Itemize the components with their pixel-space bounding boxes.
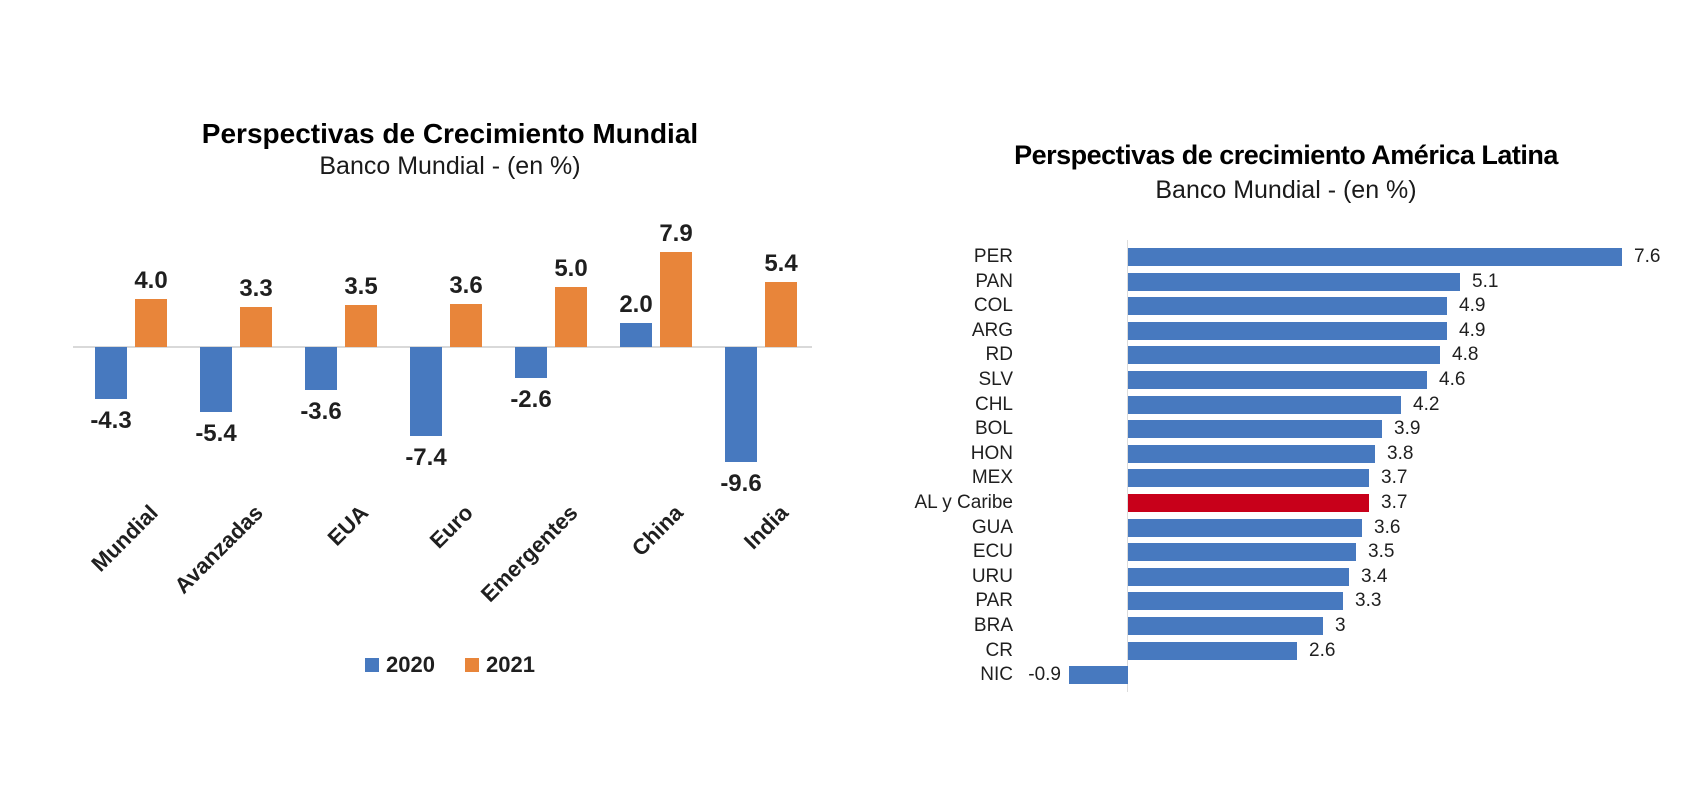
value-label-2021-india: 5.4 [764, 250, 798, 277]
legend-swatch-2021 [465, 658, 479, 672]
row-label-slv: SLV [978, 369, 1013, 390]
bar-bra [1128, 617, 1323, 635]
legend-item-2021: 2021 [465, 652, 535, 678]
row-label-mex: MEX [971, 467, 1013, 488]
value-label-2021-eua: 3.5 [344, 273, 378, 300]
world-chart-title: Perspectivas de Crecimiento Mundial [201, 118, 699, 149]
world-chart-subtitle: Banco Mundial - (en %) [319, 152, 581, 180]
row-label-arg: ARG [971, 320, 1013, 341]
value-label-arg: 4.9 [1459, 320, 1486, 341]
value-label-cr: 2.6 [1309, 640, 1336, 661]
row-label-ecu: ECU [972, 541, 1013, 562]
value-label-2020-avanzadas: -5.4 [195, 420, 237, 447]
bar-2020-emergentes [515, 347, 547, 378]
legend-swatch-2020 [365, 658, 380, 672]
value-label-2020-eua: -3.6 [300, 398, 342, 425]
bar-gua [1128, 519, 1362, 537]
bar-al-y-caribe [1128, 494, 1369, 512]
bar-2020-euro [410, 347, 442, 436]
bar-2021-china [660, 252, 692, 347]
value-label-hon: 3.8 [1387, 443, 1414, 464]
row-label-pan: PAN [975, 271, 1013, 292]
value-label-2021-mundial: 4.0 [134, 267, 168, 294]
bar-rd [1128, 346, 1440, 364]
bar-pan [1128, 273, 1460, 291]
bar-par [1128, 592, 1343, 610]
value-label-2021-china: 7.9 [659, 220, 693, 247]
bar-2021-eua [345, 305, 377, 347]
bar-2020-avanzadas [200, 347, 232, 412]
value-label-2020-china: 2.0 [619, 291, 653, 318]
value-label-mex: 3.7 [1381, 467, 1408, 488]
bar-arg [1128, 322, 1447, 340]
bar-2020-mundial [95, 347, 127, 399]
bar-2021-mundial [135, 299, 167, 347]
row-label-bol: BOL [974, 418, 1013, 439]
bar-nic [1069, 666, 1128, 684]
value-label-bol: 3.9 [1394, 418, 1421, 439]
row-label-nic: NIC [980, 664, 1013, 685]
bar-2020-eua [305, 347, 337, 390]
legend-label-2020: 2020 [386, 652, 435, 677]
row-label-per: PER [973, 246, 1013, 267]
legend-label-2021: 2021 [486, 652, 535, 677]
bar-2021-avanzadas [240, 307, 272, 347]
row-label-al-y-caribe: AL y Caribe [914, 492, 1013, 513]
row-label-cr: CR [985, 640, 1013, 661]
value-label-ecu: 3.5 [1368, 541, 1395, 562]
bar-2021-india [765, 282, 797, 347]
value-label-rd: 4.8 [1452, 344, 1479, 365]
row-label-col: COL [973, 295, 1013, 316]
value-label-chl: 4.2 [1413, 394, 1440, 415]
value-label-bra: 3 [1335, 615, 1346, 636]
bar-mex [1128, 469, 1369, 487]
row-label-hon: HON [970, 443, 1013, 464]
value-label-2021-avanzadas: 3.3 [239, 275, 273, 302]
bar-uru [1128, 568, 1349, 586]
bar-2020-china [620, 323, 652, 347]
bar-2021-euro [450, 304, 482, 347]
value-label-2021-emergentes: 5.0 [554, 255, 588, 282]
bar-col [1128, 297, 1447, 315]
value-label-2020-euro: -7.4 [405, 444, 447, 471]
latam-chart-subtitle: Banco Mundial - (en %) [1155, 176, 1417, 204]
bar-2021-emergentes [555, 287, 587, 347]
value-label-per: 7.6 [1634, 246, 1661, 267]
latam-chart-zero-axis [1127, 240, 1128, 692]
row-label-chl: CHL [974, 394, 1013, 415]
value-label-pan: 5.1 [1472, 271, 1499, 292]
value-label-2020-mundial: -4.3 [90, 407, 132, 434]
value-label-slv: 4.6 [1439, 369, 1466, 390]
bar-2020-india [725, 347, 757, 462]
bar-per [1128, 248, 1622, 266]
bar-bol [1128, 420, 1382, 438]
value-label-col: 4.9 [1459, 295, 1486, 316]
bar-hon [1128, 445, 1375, 463]
row-label-rd: RD [985, 344, 1013, 365]
row-label-par: PAR [975, 590, 1013, 611]
row-label-gua: GUA [971, 517, 1013, 538]
value-label-par: 3.3 [1355, 590, 1382, 611]
value-label-2021-euro: 3.6 [449, 272, 483, 299]
legend-item-2020: 2020 [365, 652, 435, 678]
value-label-al-y-caribe: 3.7 [1381, 492, 1408, 513]
value-label-uru: 3.4 [1361, 566, 1388, 587]
row-label-uru: URU [971, 566, 1013, 587]
world-chart-legend: 2020 2021 [60, 652, 840, 678]
bar-ecu [1128, 543, 1356, 561]
bar-slv [1128, 371, 1427, 389]
row-label-bra: BRA [973, 615, 1013, 636]
bar-cr [1128, 642, 1297, 660]
value-label-nic: -0.9 [1028, 664, 1061, 685]
value-label-2020-india: -9.6 [720, 470, 762, 497]
world-chart-zero-axis [73, 346, 812, 348]
bar-chl [1128, 396, 1401, 414]
value-label-2020-emergentes: -2.6 [510, 386, 552, 413]
latam-chart-title: Perspectivas de crecimiento América Lati… [1014, 140, 1558, 170]
value-label-gua: 3.6 [1374, 517, 1401, 538]
